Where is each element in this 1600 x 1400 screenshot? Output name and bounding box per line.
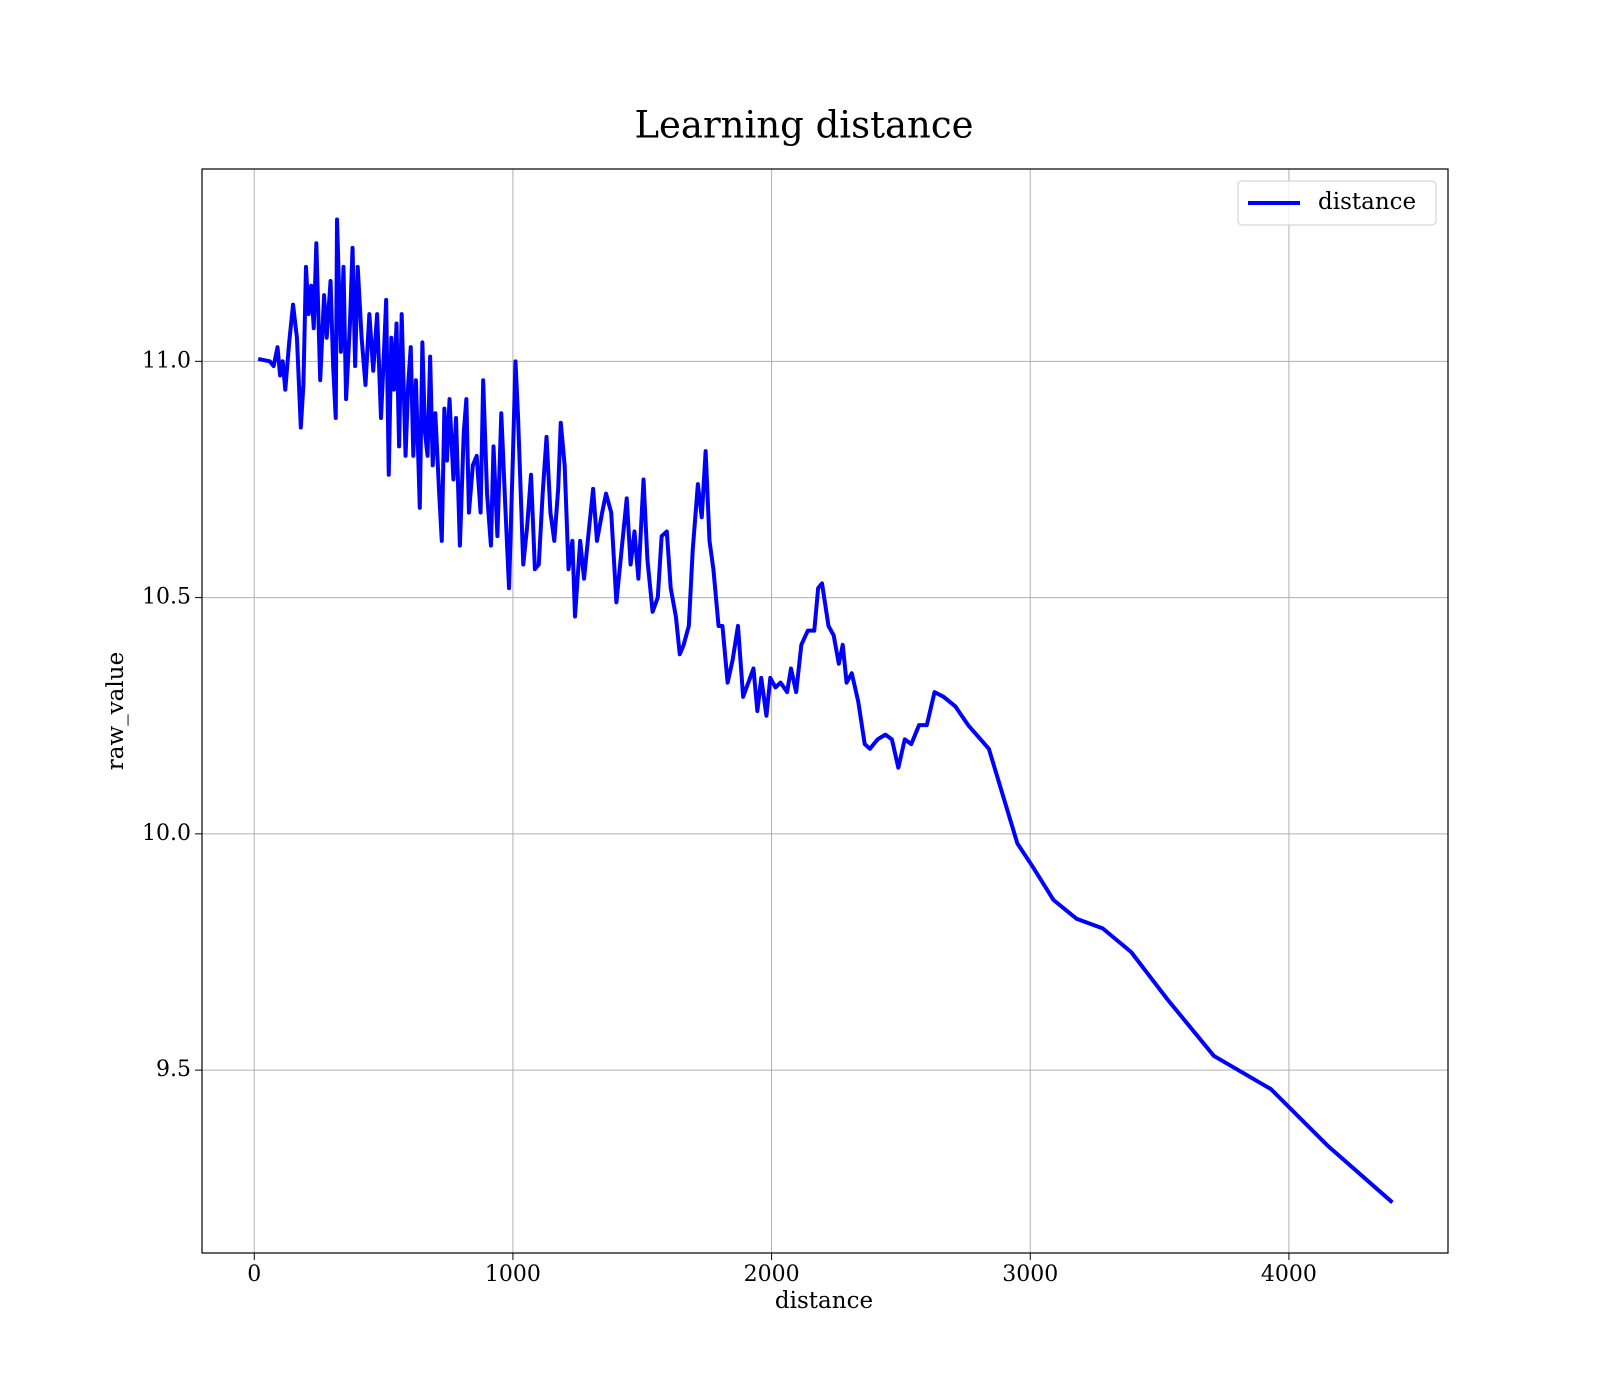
x-tick-label: 3000 bbox=[1002, 1262, 1058, 1287]
x-tick-label: 1000 bbox=[485, 1262, 541, 1287]
x-axis-label: distance bbox=[775, 1288, 873, 1314]
x-tick-label: 4000 bbox=[1261, 1262, 1317, 1287]
x-tick-label: 0 bbox=[247, 1262, 261, 1287]
legend-box bbox=[1237, 180, 1437, 226]
y-tick-label: 10.0 bbox=[142, 821, 191, 846]
y-tick-label: 11.0 bbox=[142, 348, 191, 373]
chart-title: Learning distance bbox=[634, 104, 973, 147]
y-tick-label: 10.5 bbox=[142, 585, 191, 610]
y-tick-label: 9.5 bbox=[156, 1057, 191, 1082]
y-axis-label: raw_value bbox=[103, 652, 129, 770]
x-tick-label: 2000 bbox=[744, 1262, 800, 1287]
legend-label: distance bbox=[1318, 189, 1416, 215]
axes-frame bbox=[201, 168, 1449, 1254]
line-series bbox=[257, 217, 1394, 1204]
